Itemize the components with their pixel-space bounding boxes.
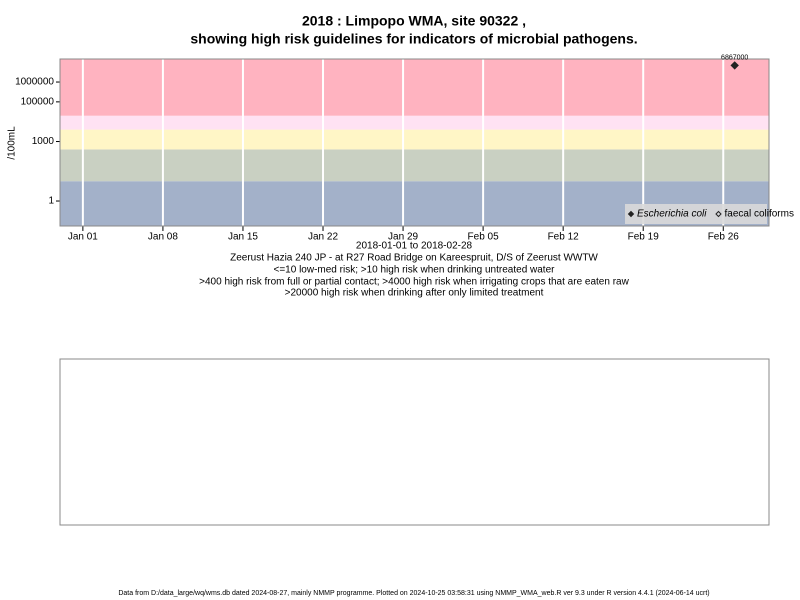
plot-frame [59, 58, 770, 227]
legend-marker [627, 210, 635, 218]
x-tick-label: Feb 26 [708, 232, 740, 243]
risk-band [60, 59, 769, 116]
y-tick-label: 1000000 [15, 77, 54, 88]
x-tick-label: Jan 22 [308, 232, 338, 243]
chart-title: showing high risk guidelines for indicat… [190, 31, 637, 47]
x-axis-label: 2018-01-01 to 2018-02-28 [356, 241, 473, 252]
legend-label: faecal coliforms [724, 209, 793, 220]
value-label: 6867000 [721, 54, 748, 61]
x-tick-label: Jan 01 [68, 232, 98, 243]
legend-label: Escherichia coli [637, 209, 707, 220]
y-tick-label: 1000 [32, 136, 55, 147]
x-axis-label: >400 high risk from full or partial cont… [199, 277, 629, 288]
legend-box [625, 204, 767, 224]
x-tick-label: Feb 19 [628, 232, 660, 243]
risk-band [60, 129, 769, 150]
x-tick-label: Jan 08 [148, 232, 178, 243]
x-tick-label: Feb 05 [468, 232, 500, 243]
footer: Data from D:/data_large/wq/wms.db dated … [118, 590, 709, 597]
empty-panel [59, 358, 770, 526]
data-point [730, 61, 739, 70]
legend-marker [715, 210, 722, 218]
x-axis-label: Zeerust Hazia 240 JP - at R27 Road Bridg… [230, 253, 598, 264]
y-tick-label: 1 [48, 196, 54, 207]
y-axis-label: /100mL [7, 126, 18, 160]
x-tick-label: Jan 15 [228, 232, 258, 243]
x-axis-label: <=10 low-med risk; >10 high risk when dr… [274, 265, 556, 276]
x-tick-label: Jan 29 [388, 232, 418, 243]
x-axis-label: >20000 high risk when drinking after onl… [285, 288, 544, 299]
chart-title: 2018 : Limpopo WMA, site 90322 , [302, 13, 526, 29]
y-tick-label: 100000 [21, 97, 55, 108]
risk-band [60, 149, 769, 182]
x-tick-label: Feb 12 [548, 232, 580, 243]
risk-band [60, 115, 769, 130]
